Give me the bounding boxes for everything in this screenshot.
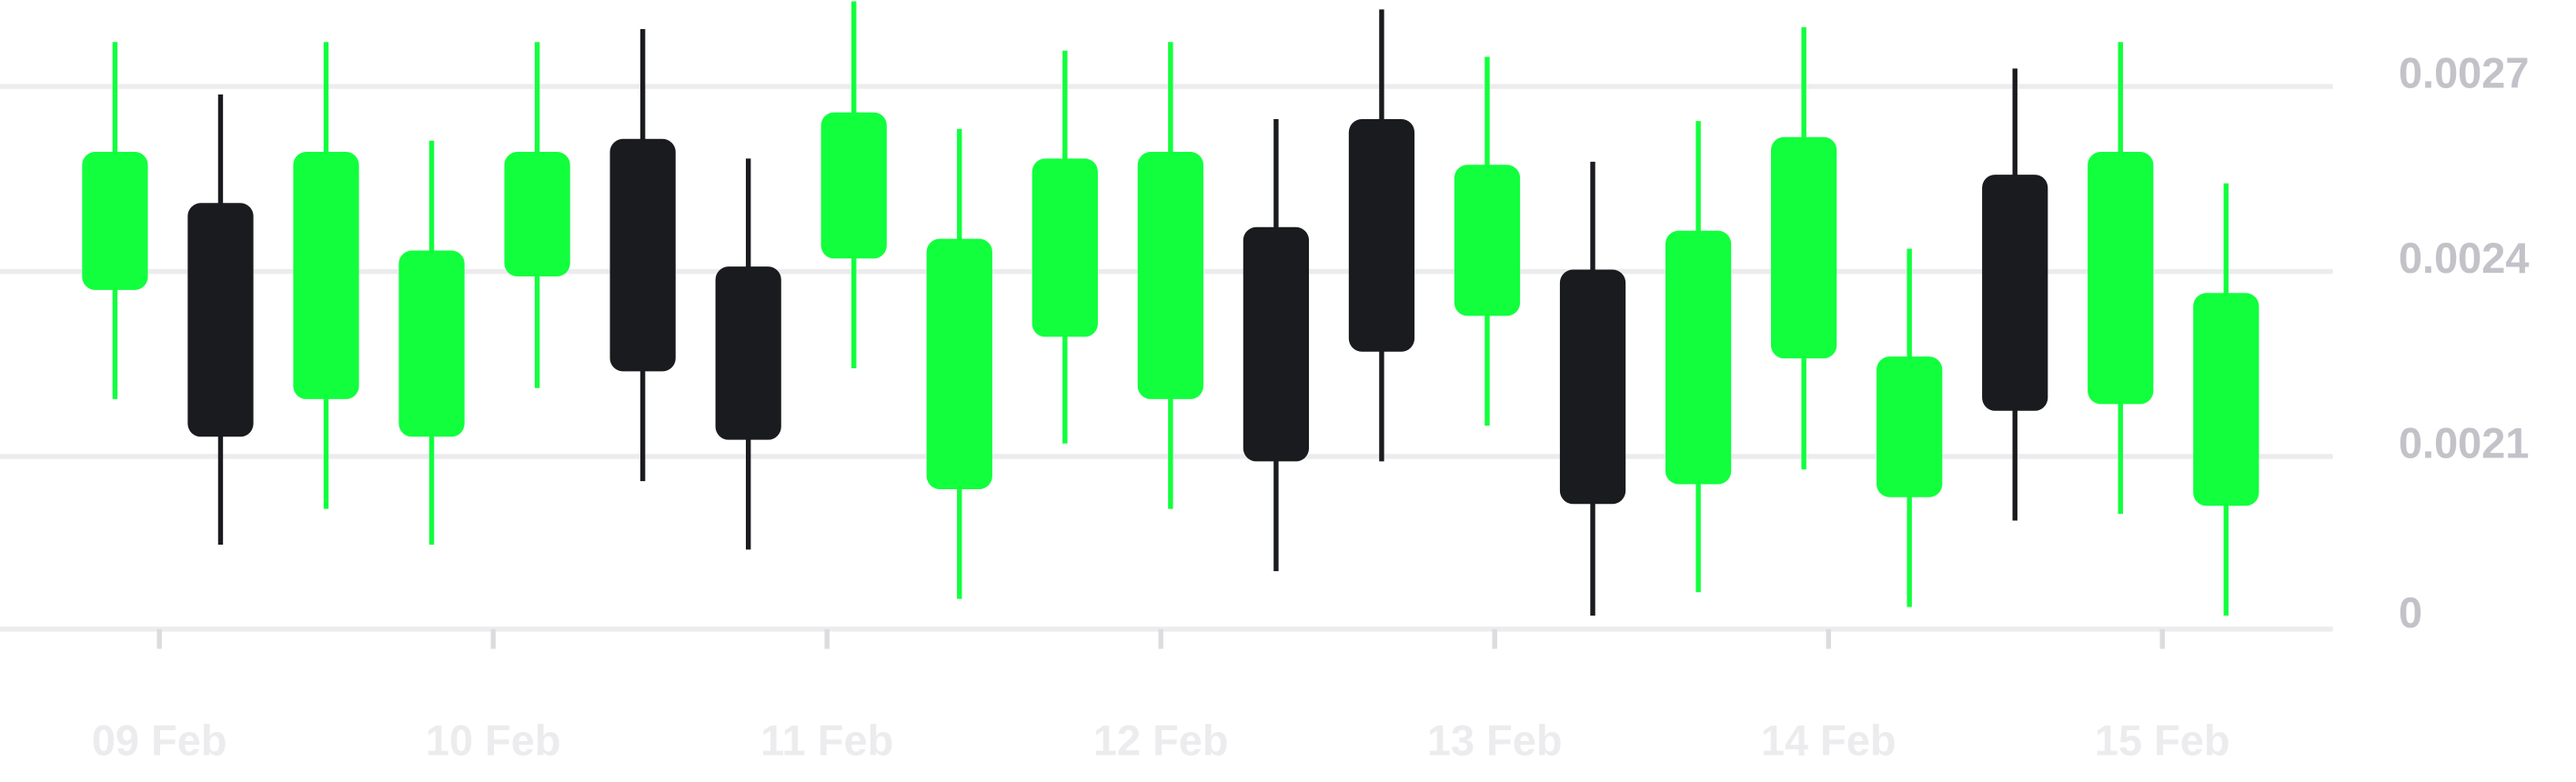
candle-body bbox=[1559, 269, 1626, 505]
candle-body bbox=[1982, 175, 2048, 411]
candle-body bbox=[1137, 151, 1203, 399]
candle-body bbox=[1031, 158, 1098, 337]
candle-body bbox=[187, 203, 254, 437]
candle-body bbox=[926, 238, 992, 489]
candle-body bbox=[82, 151, 148, 290]
candle-body bbox=[1348, 119, 1415, 352]
y-tick-label: 0.0024 bbox=[2399, 234, 2530, 282]
candle-body bbox=[1877, 356, 1943, 497]
candle-body bbox=[1454, 165, 1521, 316]
candle-body bbox=[504, 151, 570, 276]
candle-body bbox=[398, 250, 465, 437]
x-tick-label: 11 Feb bbox=[760, 717, 893, 765]
x-tick-label: 12 Feb bbox=[1093, 717, 1229, 765]
y-tick-label: 0.0027 bbox=[2399, 49, 2530, 97]
candle-body bbox=[1665, 230, 1732, 485]
x-tick-label: 14 Feb bbox=[1761, 717, 1897, 765]
candle-body bbox=[2088, 151, 2154, 405]
candle-body bbox=[1771, 136, 1837, 359]
baseline-label: 0 bbox=[2399, 588, 2422, 637]
candle-body bbox=[820, 112, 887, 259]
candle-body bbox=[293, 151, 359, 399]
candle-body bbox=[1243, 226, 1310, 462]
x-tick-label: 10 Feb bbox=[426, 717, 561, 765]
candle-body bbox=[609, 138, 676, 372]
x-tick-label: 09 Feb bbox=[92, 717, 227, 765]
y-tick-label: 0.0021 bbox=[2399, 419, 2530, 467]
x-tick-label: 15 Feb bbox=[2095, 717, 2230, 765]
x-tick-label: 13 Feb bbox=[1427, 717, 1563, 765]
candle-body bbox=[715, 266, 781, 440]
candle-body bbox=[2193, 293, 2259, 506]
